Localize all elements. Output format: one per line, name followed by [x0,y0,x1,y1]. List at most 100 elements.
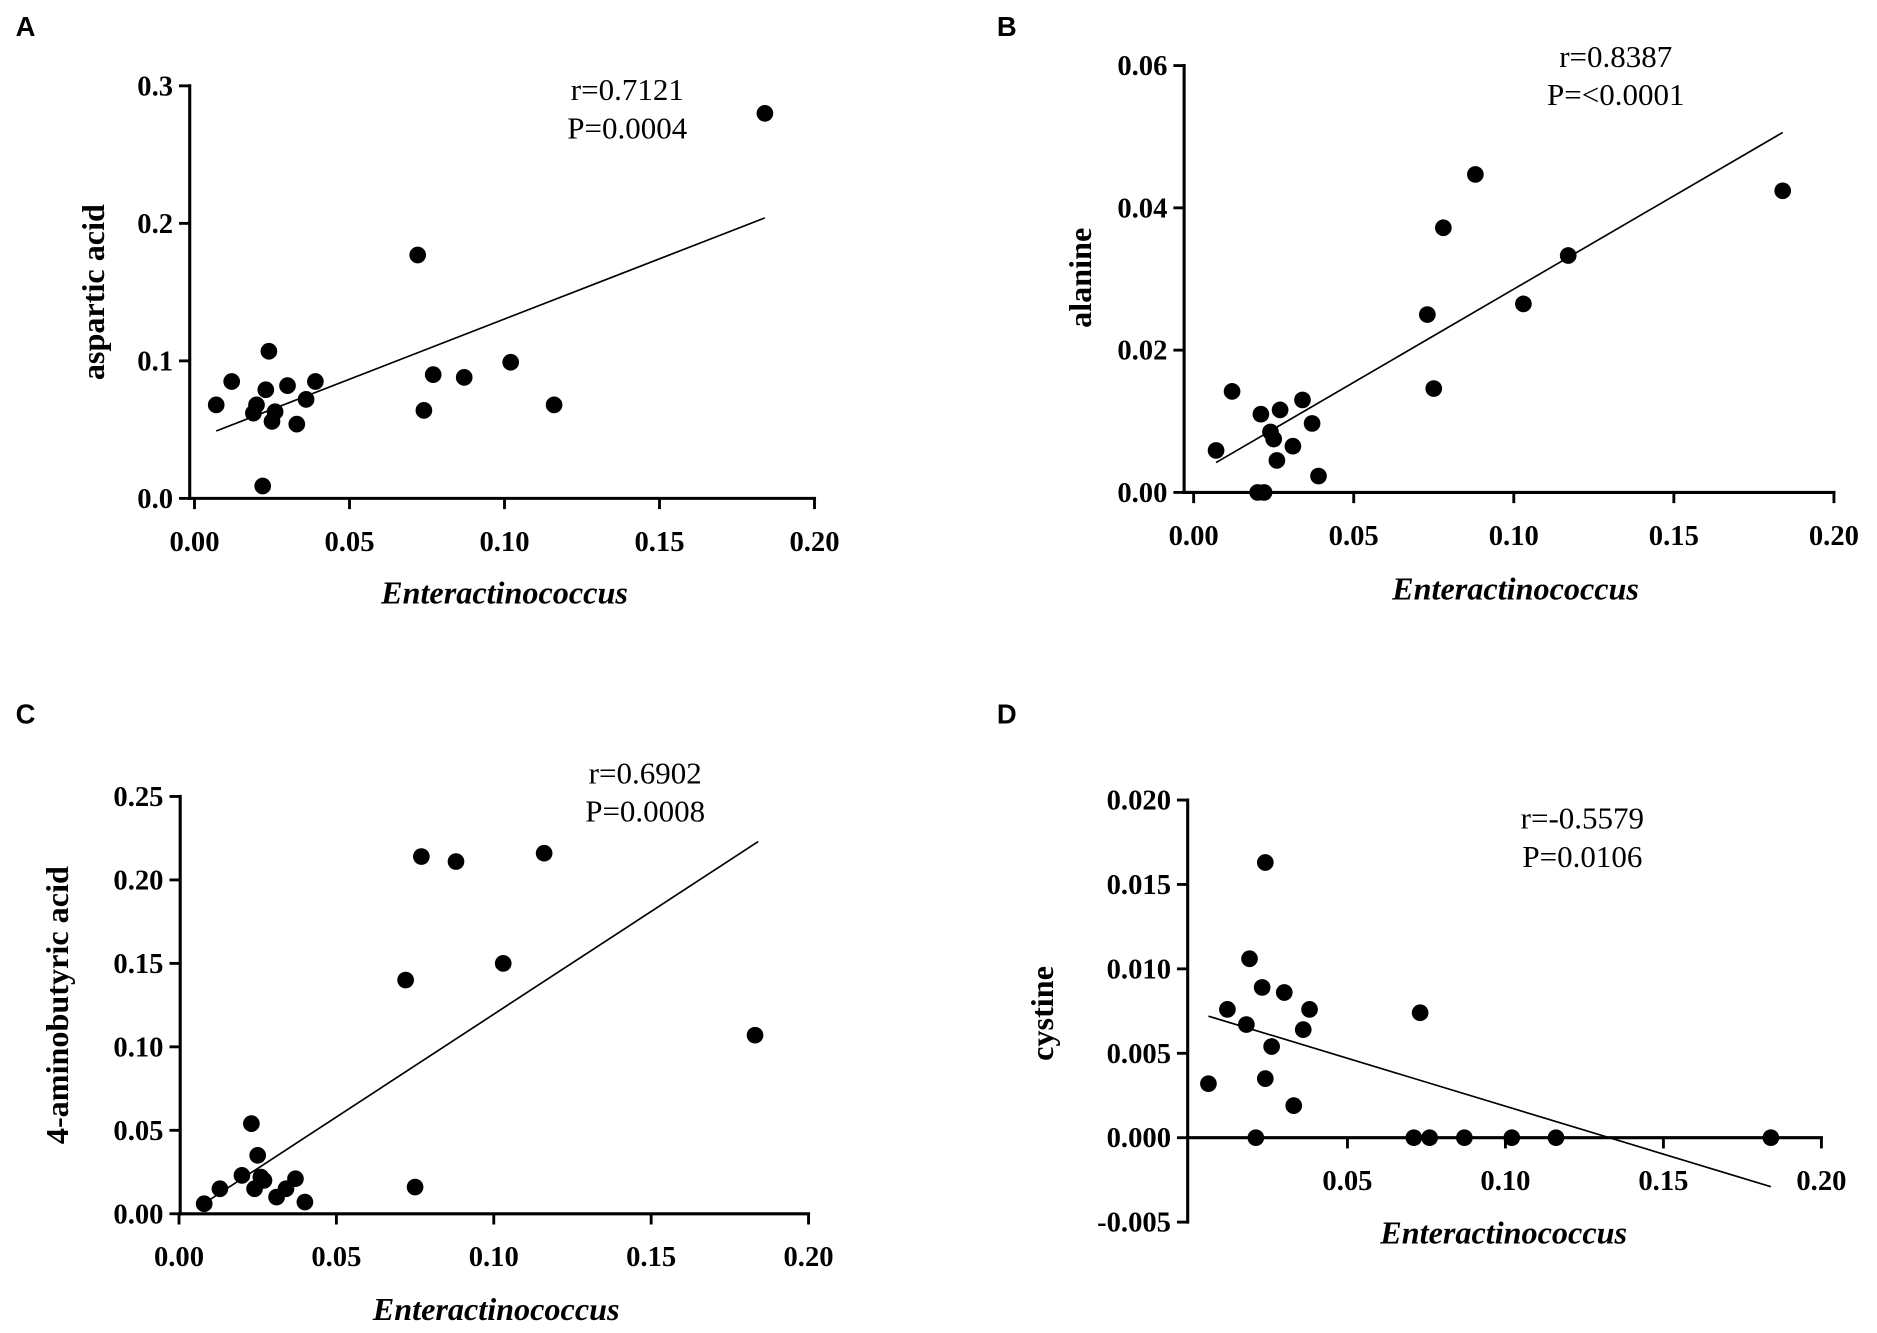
data-point [1263,1038,1280,1055]
p-value: P=0.0106 [1522,839,1642,874]
data-point [248,396,265,414]
regression-line [1208,1015,1772,1188]
y-tick-label: 0.02 [1117,336,1167,367]
data-point [1425,380,1443,397]
data-point [502,353,520,371]
data-point [1421,1129,1438,1147]
data-point [1294,1021,1312,1038]
panel-d: D 0.05 0.10 0.15 0.20 -0.005 0.000 0.005 0.010 0.… [997,699,1847,1251]
data-point [1241,950,1258,968]
y-tick-label: 0.010 [1107,954,1171,985]
y-tick-label: 0.0 [137,484,173,515]
data-point [455,369,473,386]
y-tick-label: 0.25 [113,782,163,813]
x-tick-label: 0.00 [1169,521,1219,552]
y-tick-label: 0.06 [1117,51,1167,82]
regression-line [1215,131,1784,464]
data-point [1256,1070,1274,1087]
x-axis-title: Enteractinococcus [372,1291,620,1327]
data-point [1456,1129,1473,1147]
y-tick-label: 0.020 [1107,786,1171,817]
data-point [307,373,324,390]
p-value: P=0.0004 [567,110,687,145]
data-point [1200,1075,1217,1093]
data-point [409,246,427,264]
x-tick-label: 0.05 [311,1242,361,1273]
data-point [195,1195,213,1213]
x-tick-label: 0.10 [479,527,529,558]
data-point [1547,1129,1565,1147]
data-point [260,342,278,360]
x-tick-label: 0.05 [1322,1166,1372,1197]
p-value: P=0.0008 [585,794,705,829]
panel-label: D [997,699,1017,730]
data-point [257,381,275,399]
x-tick-label: 0.20 [783,1242,833,1273]
data-point [1467,166,1484,183]
data-point [1405,1129,1423,1147]
data-point [1411,1004,1429,1022]
y-tick-label: 0.1 [137,346,173,377]
data-point [415,402,433,419]
data-point [288,415,306,433]
data-point [1223,383,1241,400]
data-point [1238,1016,1255,1033]
data-point [287,1170,304,1188]
data-point [255,1172,273,1189]
y-axis-title: 4-aminobutyric acid [39,866,75,1144]
y-tick-label: 0.00 [113,1199,163,1230]
x-tick-label: 0.05 [324,527,374,558]
data-point [1762,1129,1780,1147]
x-tick-label: 0.15 [1649,521,1699,552]
data-point [249,1147,267,1164]
correlation-r: r=0.6902 [589,755,702,790]
data-point [279,377,296,394]
x-tick-label: 0.20 [1796,1166,1846,1197]
data-point [207,396,225,414]
y-tick-label: 0.3 [137,71,173,102]
data-point [406,1178,424,1196]
y-axis-title: alanine [1062,228,1098,328]
data-point [1247,1129,1265,1147]
data-point [266,403,284,421]
panel-c: C 0.00 0.05 0.10 0.15 0.20 0.00 0.05 0.10 0.15 0.2… [16,699,834,1327]
data-point [413,848,430,865]
data-point [254,477,272,495]
data-point [545,396,563,414]
data-point [1271,401,1289,419]
panel-label: C [16,699,36,730]
data-point [1515,295,1532,313]
panel-label: A [16,11,36,42]
data-point [1268,452,1286,469]
data-point [1253,979,1271,996]
data-point [1774,182,1792,200]
data-point [1285,1097,1303,1114]
y-tick-label: -0.005 [1097,1208,1171,1239]
data-point [243,1115,260,1132]
panel-b: B 0.00 0.05 0.10 0.15 0.20 0.00 0.02 0.04 0.06 r=0… [997,11,1859,607]
x-tick-label: 0.20 [1809,521,1859,552]
x-tick-label: 0.00 [169,527,219,558]
data-point [535,844,553,862]
data-point [1419,306,1436,323]
y-tick-label: 0.005 [1107,1039,1171,1070]
data-point [397,971,414,989]
x-tick-label: 0.15 [1638,1166,1688,1197]
y-tick-label: 0.04 [1117,193,1167,224]
data-point [1435,219,1452,237]
data-point [1503,1129,1521,1147]
y-tick-label: 0.000 [1107,1123,1171,1154]
data-point [1219,1001,1236,1018]
data-point [1284,437,1302,455]
y-tick-label: 0.15 [113,949,163,980]
data-point [1303,415,1321,432]
y-tick-label: 0.2 [137,209,173,240]
data-point [1252,405,1270,423]
x-tick-label: 0.15 [634,527,684,558]
correlation-r: r=0.7121 [571,72,684,107]
x-tick-label: 0.20 [789,527,839,558]
x-axis-title: Enteractinococcus [1391,571,1639,607]
x-axis-title: Enteractinococcus [1379,1215,1627,1251]
data-point [1265,430,1283,448]
